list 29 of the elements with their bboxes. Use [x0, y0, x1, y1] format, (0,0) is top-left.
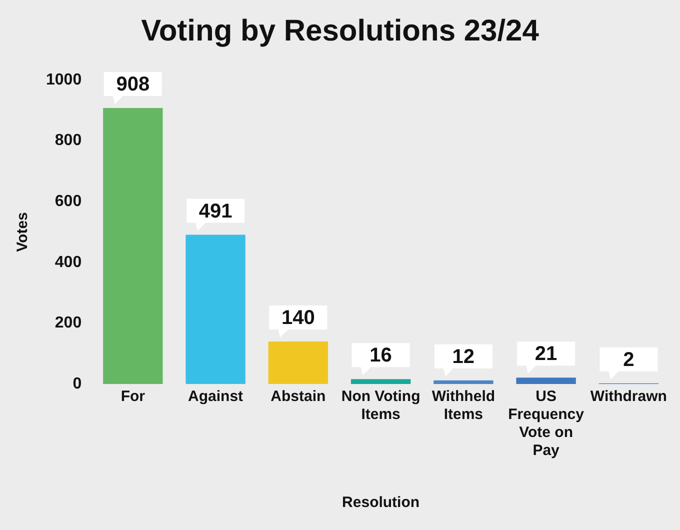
x-tick-label: Withdrawn [590, 388, 667, 406]
y-tick-label: 800 [54, 132, 82, 150]
x-tick-label: For [120, 388, 146, 406]
chart-title: Voting by Resolutions 23/24 [141, 14, 540, 48]
x-tick-label: Abstain [270, 388, 326, 406]
y-axis-title: Votes [14, 212, 32, 252]
y-tick-label: 200 [54, 314, 82, 332]
bar [186, 234, 246, 384]
bar [516, 378, 576, 384]
y-tick-label: 400 [54, 254, 82, 271]
data-label: 2 [623, 348, 634, 371]
y-tick-label: 0 [72, 375, 82, 392]
bar [103, 108, 163, 384]
x-tick-label: Non Voting Items [341, 388, 420, 424]
y-tick-label: 1000 [46, 71, 82, 88]
y-tick-label: 600 [54, 193, 82, 210]
data-label: 140 [281, 306, 315, 329]
x-tick-label: US Frequency Vote on Pay [508, 388, 585, 460]
bar [268, 341, 328, 384]
bar [350, 379, 411, 384]
bar [434, 380, 494, 384]
data-label: 21 [534, 343, 558, 366]
x-axis-title: Resolution [342, 494, 420, 512]
data-label: 491 [198, 200, 232, 222]
data-label: 908 [116, 73, 150, 96]
data-label: 12 [452, 346, 475, 368]
x-tick-label: Against [188, 388, 244, 406]
x-tick-label: Withheld Items [432, 388, 496, 424]
data-label: 16 [370, 344, 392, 367]
